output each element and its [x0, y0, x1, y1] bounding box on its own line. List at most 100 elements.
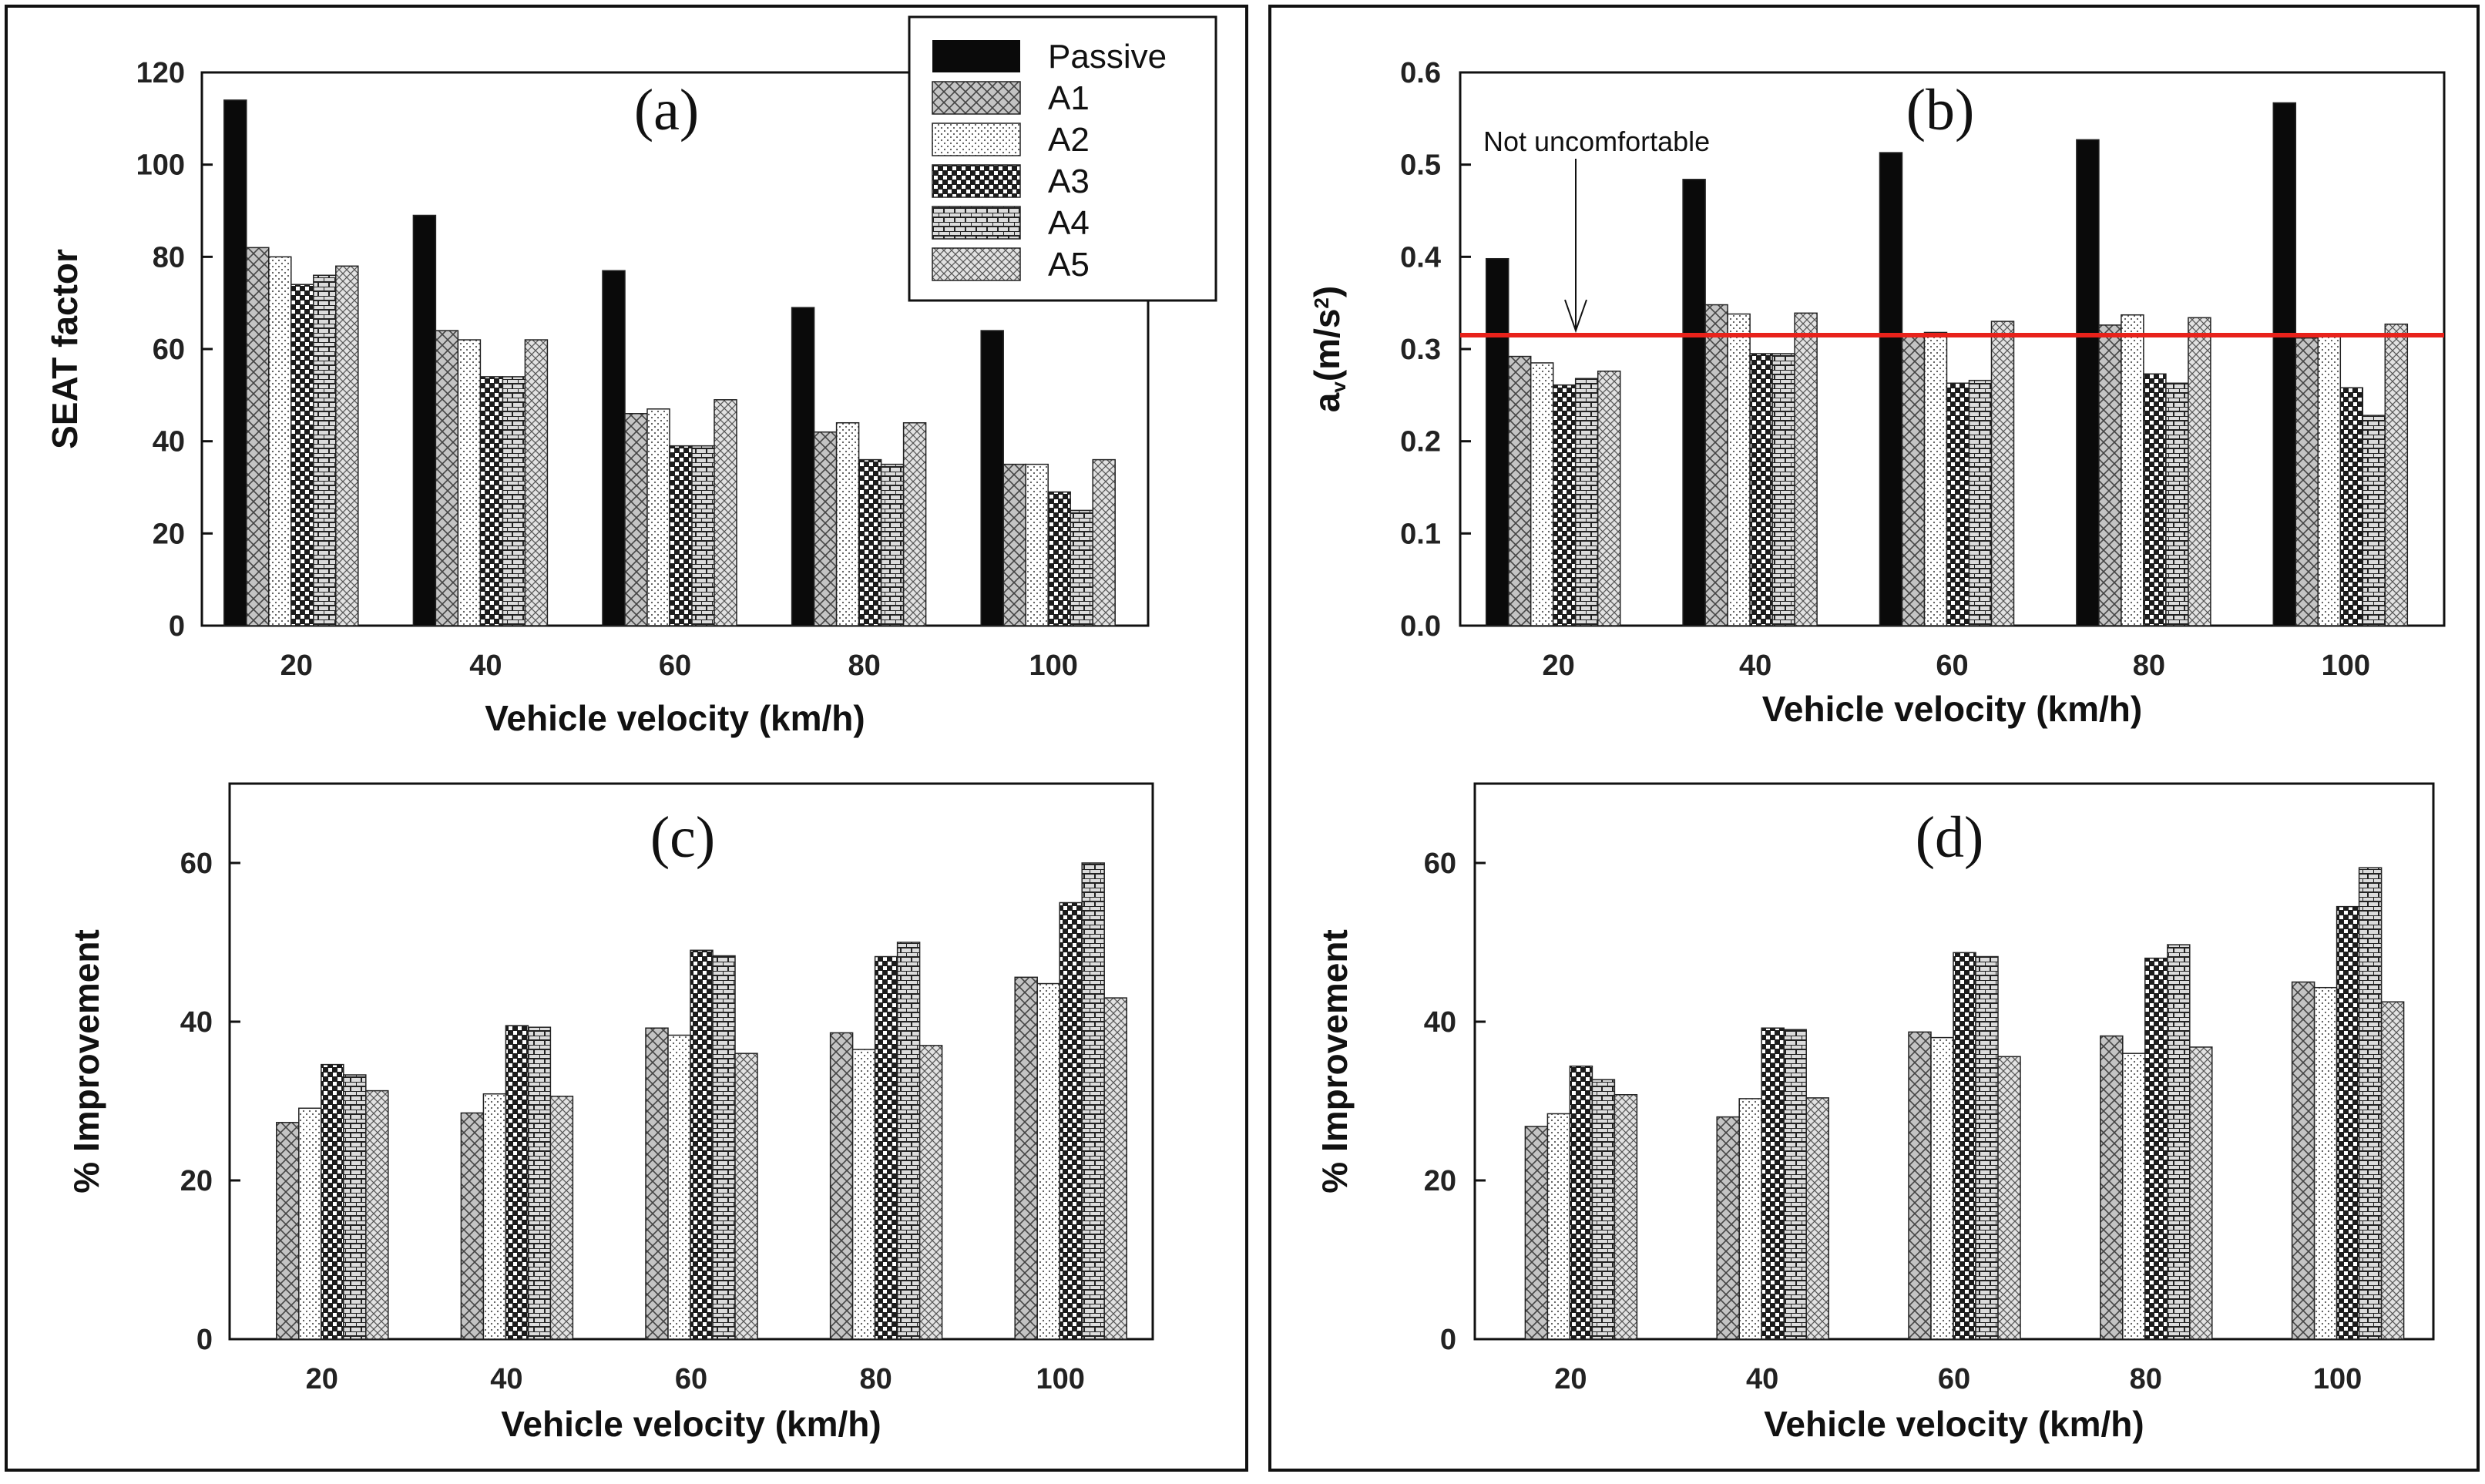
bar-a4-40	[527, 1026, 552, 1340]
legend-swatch-passive	[932, 40, 1020, 72]
bar-a1-40	[1704, 304, 1728, 626]
bar-a5-40	[1794, 312, 1818, 626]
bar-a2-20	[1546, 1113, 1571, 1340]
bar-a4-80	[2165, 382, 2189, 626]
bar-a2-60	[1930, 1036, 1954, 1340]
x-tick-label: 40	[469, 650, 502, 682]
bar-a5-40	[1805, 1097, 1829, 1340]
left-frame	[5, 5, 1248, 1472]
bar-a5-80	[2189, 1046, 2213, 1340]
annotation-arrow-head	[1564, 299, 1587, 334]
x-tick-label: 100	[2322, 650, 2370, 682]
bar-a1-40	[1716, 1116, 1740, 1340]
bar-a2-80	[835, 421, 860, 626]
x-tick-label: 60	[659, 650, 691, 682]
bar-a4-20	[343, 1074, 367, 1340]
bar-a5-20	[1614, 1094, 1638, 1340]
legend-label-a3: A3	[1048, 163, 1090, 200]
y-tick-label: 0.0	[1400, 610, 1441, 643]
x-tick-label: 100	[1029, 650, 1077, 682]
bar-a3-80	[874, 955, 898, 1340]
bar-a1-80	[2098, 324, 2122, 626]
bar-a3-20	[321, 1063, 344, 1340]
bar-a1-20	[1507, 355, 1532, 626]
x-tick-label: 40	[490, 1363, 522, 1395]
bar-passive-40	[1682, 179, 1706, 626]
bar-a2-40	[1727, 313, 1751, 626]
y-tick-label: 0.1	[1400, 518, 1441, 550]
bar-a3-40	[505, 1025, 529, 1340]
bar-a5-80	[918, 1045, 943, 1340]
bar-a2-100	[2313, 986, 2338, 1340]
bar-a2-20	[298, 1107, 322, 1340]
legend-swatch-a5	[932, 247, 1021, 281]
bar-a3-80	[2143, 373, 2167, 626]
legend-swatch-a2	[932, 123, 1021, 156]
y-tick-label: 60	[180, 848, 213, 880]
y-tick-label: 20	[1424, 1165, 1456, 1197]
y-axis-label: SEAT factor	[45, 249, 85, 449]
bar-a3-100	[1059, 901, 1083, 1340]
bar-a5-20	[335, 265, 359, 626]
bar-a3-60	[669, 445, 693, 626]
bar-a4-20	[1574, 378, 1599, 626]
y-tick-label: 20	[180, 1165, 213, 1197]
y-tick-label: 120	[136, 57, 185, 89]
bar-passive-60	[602, 270, 626, 626]
bar-a2-100	[2317, 334, 2342, 626]
bar-a2-80	[2122, 1053, 2146, 1340]
bar-a3-60	[690, 949, 714, 1340]
bar-a3-40	[1761, 1027, 1785, 1340]
bar-a1-20	[1524, 1126, 1549, 1340]
bar-a1-20	[246, 247, 270, 626]
bar-passive-20	[223, 99, 247, 626]
bar-a1-80	[813, 431, 838, 626]
legend-label-a5: A5	[1048, 246, 1090, 284]
x-tick-label: 60	[1938, 1363, 1970, 1395]
bar-a4-80	[896, 942, 921, 1340]
bar-a2-80	[851, 1049, 876, 1340]
legend-label-a1: A1	[1048, 79, 1090, 117]
y-axis-label-unit: (m/s	[1307, 309, 1347, 382]
bar-a1-80	[2100, 1035, 2124, 1340]
bar-a4-40	[502, 376, 526, 626]
bar-a4-80	[2167, 944, 2191, 1340]
y-tick-label: 0	[169, 610, 185, 643]
bar-a5-40	[549, 1096, 574, 1340]
x-axis-label: Vehicle velocity (km/h)	[1764, 1404, 2144, 1444]
bar-a5-40	[524, 339, 549, 626]
x-tick-label: 60	[1936, 650, 1968, 682]
annotation-not-uncomfortable: Not uncomfortable	[1483, 126, 1710, 157]
x-axis-label: Vehicle velocity (km/h)	[501, 1404, 881, 1444]
y-tick-label: 60	[153, 334, 185, 366]
x-tick-label: 20	[306, 1363, 338, 1395]
y-axis-label-close: )	[1307, 286, 1347, 297]
bar-a4-100	[1070, 509, 1093, 626]
bar-a3-100	[2336, 905, 2360, 1340]
chart-panel-a: 0 20 40 60 80 100 120 20 40 60 80 100 (a) Vehicle vel…	[45, 57, 1150, 738]
panel-label: (c)	[650, 805, 715, 870]
bar-a2-80	[2121, 314, 2144, 626]
y-tick-label: 0.6	[1400, 57, 1441, 89]
y-axis-label-symbol: a	[1307, 392, 1347, 412]
bar-a1-100	[1002, 463, 1026, 626]
y-tick-label: 60	[1424, 848, 1456, 880]
bar-a5-60	[1990, 321, 2015, 626]
bar-a2-40	[457, 339, 482, 626]
x-axis-label: Vehicle velocity (km/h)	[485, 698, 865, 738]
y-tick-label: 0.5	[1400, 149, 1441, 182]
bar-a1-80	[829, 1032, 854, 1340]
legend-label-passive: Passive	[1048, 38, 1167, 76]
bar-passive-80	[791, 307, 815, 626]
legend: Passive A1 A2 A3 A4 A5	[908, 15, 1217, 302]
bar-a3-60	[1953, 952, 1976, 1340]
x-tick-label: 80	[2130, 1363, 2162, 1395]
bar-a4-60	[1968, 379, 1993, 626]
legend-swatch-a1	[932, 81, 1021, 115]
bar-a5-20	[365, 1089, 389, 1340]
bar-a4-100	[2358, 867, 2383, 1340]
bar-a2-100	[1025, 463, 1049, 626]
bar-a1-100	[2291, 981, 2315, 1340]
bar-a2-60	[1923, 331, 1948, 626]
bar-a1-40	[435, 330, 459, 626]
